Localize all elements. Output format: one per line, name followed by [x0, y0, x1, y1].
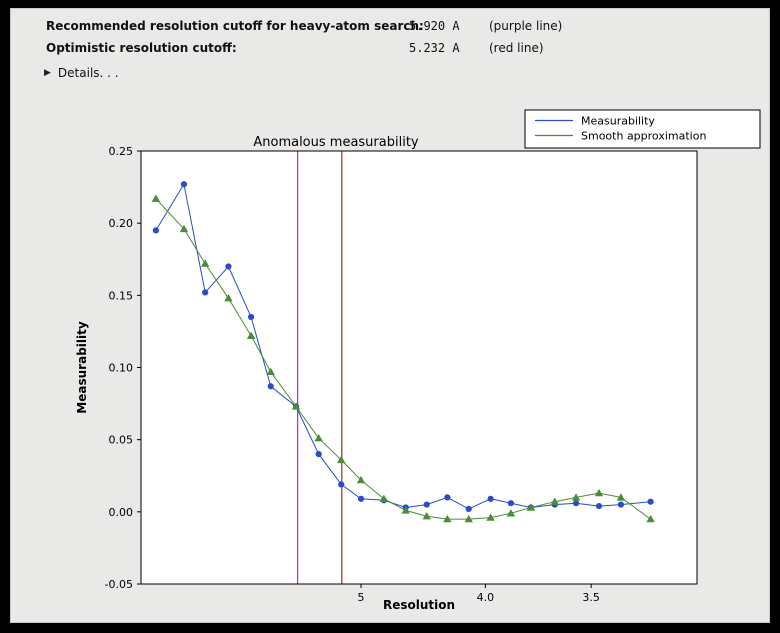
- optimistic-cutoff-value: 5.232 A: [409, 41, 460, 55]
- marker-circle: [357, 495, 365, 502]
- marker-triangle: [151, 194, 161, 202]
- marker-circle: [465, 505, 472, 513]
- marker-triangle: [266, 367, 275, 376]
- marker-circle: [225, 263, 232, 270]
- marker-triangle: [422, 511, 431, 520]
- x-axis-label: Resolution: [383, 598, 455, 612]
- y-tick-label: 0.10: [109, 362, 134, 375]
- marker-circle: [507, 500, 514, 507]
- details-disclosure[interactable]: ▶ Details. . .: [11, 63, 769, 83]
- marker-circle: [595, 502, 603, 510]
- marker-triangle: [550, 497, 560, 505]
- marker-triangle: [646, 514, 655, 523]
- marker-circle: [487, 495, 494, 502]
- marker-triangle: [506, 509, 516, 517]
- marker-circle: [152, 227, 159, 234]
- marker-triangle: [224, 294, 233, 302]
- optimistic-cutoff-row: Optimistic resolution cutoff: 5.232 A (r…: [11, 37, 769, 59]
- marker-circle: [423, 501, 430, 508]
- marker-circle: [444, 494, 451, 501]
- recommended-cutoff-value: 5.920 A: [409, 19, 460, 33]
- y-tick-label: -0.05: [105, 578, 133, 591]
- optimistic-cutoff-label: Optimistic resolution cutoff:: [46, 41, 237, 55]
- marker-triangle: [594, 488, 604, 497]
- marker-triangle: [246, 331, 256, 339]
- y-tick-label: 0.15: [109, 289, 134, 302]
- marker-triangle: [379, 494, 389, 503]
- y-tick-label: 0.20: [109, 217, 134, 230]
- marker-triangle: [464, 514, 473, 523]
- marker-circle: [202, 289, 209, 296]
- recommended-cutoff-label: Recommended resolution cutoff for heavy-…: [46, 19, 424, 33]
- y-tick-label: 0.05: [109, 434, 134, 447]
- recommended-cutoff-note: (purple line): [489, 19, 563, 33]
- chart-title: Anomalous measurability: [253, 135, 419, 150]
- recommended-cutoff-row: Recommended resolution cutoff for heavy-…: [11, 15, 769, 37]
- y-axis-label: Measurability: [75, 321, 89, 414]
- y-tick-label: 0.25: [109, 145, 134, 158]
- legend-entry-label: Smooth approximation: [581, 130, 706, 143]
- marker-circle: [315, 451, 322, 458]
- marker-triangle: [571, 493, 581, 501]
- marker-circle: [338, 481, 345, 488]
- details-label: Details. . .: [57, 66, 119, 80]
- x-tick-label: 3.5: [582, 591, 600, 604]
- marker-triangle: [314, 434, 323, 442]
- marker-triangle: [179, 224, 189, 233]
- x-tick-label: 4.0: [477, 591, 495, 604]
- y-tick-label: 0.00: [109, 506, 134, 519]
- optimistic-cutoff-note: (red line): [489, 41, 544, 55]
- marker-triangle: [486, 513, 495, 521]
- content-panel: Recommended resolution cutoff for heavy-…: [10, 8, 770, 623]
- legend-box: [524, 109, 761, 149]
- marker-circle: [247, 313, 255, 321]
- marker-circle: [180, 181, 188, 188]
- marker-circle: [617, 501, 625, 508]
- header-section: Recommended resolution cutoff for heavy-…: [11, 9, 769, 83]
- marker-circle: [647, 498, 654, 505]
- marker-circle: [572, 500, 580, 507]
- marker-triangle: [291, 402, 301, 410]
- marker-triangle: [526, 503, 536, 511]
- marker-triangle: [443, 514, 452, 523]
- marker-triangle: [200, 259, 210, 267]
- legend-entry-label: Measurability: [581, 115, 655, 128]
- disclosure-triangle-icon: ▶: [44, 67, 51, 78]
- marker-circle: [267, 383, 274, 390]
- marker-triangle: [616, 493, 626, 501]
- anomalous-measurability-chart: 5 4.0 3.5 0.25 0.20 0.15 0.10 0.05 0.00 -0.05 Anom…: [75, 109, 761, 612]
- marker-triangle: [356, 475, 366, 484]
- marker-triangle: [337, 455, 346, 464]
- x-tick-label: 5: [357, 591, 364, 604]
- plot-area: [141, 151, 697, 584]
- marker-triangle: [401, 506, 410, 514]
